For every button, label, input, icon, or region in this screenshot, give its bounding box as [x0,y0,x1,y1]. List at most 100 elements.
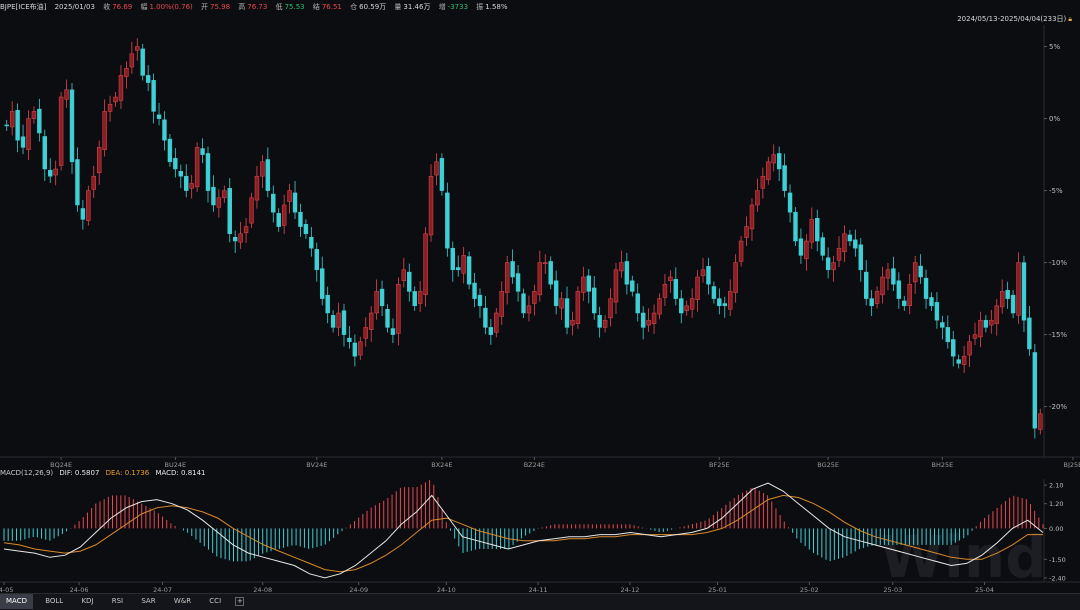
candle-body [341,310,347,335]
candle-body [858,244,863,271]
date-range-selector[interactable]: 2024/05/13-2025/04/04(233日) 🔒︎ [957,14,1072,24]
y-tick-label: -20% [1049,403,1067,411]
candle-body [684,305,689,311]
macd-y-tick-label: 0.00 [1049,525,1063,533]
candle-body [303,224,309,235]
low-label: 低 [275,3,283,11]
tab-kdj[interactable]: KDJ [81,597,94,605]
tab-cci[interactable]: CCI [209,597,222,605]
tab-rsi[interactable]: RSI [111,597,124,605]
candle-body [738,240,744,262]
amplitude-value: 1.58% [485,3,508,11]
macd-y-tick-label: 2.10 [1049,482,1063,490]
close-label: 收 [103,3,111,11]
tab-macd[interactable]: MACD [0,594,33,609]
candle-body [4,124,9,127]
candle-body [630,280,635,292]
candle-body [929,297,934,307]
candle-body [978,319,983,338]
candle-body [260,161,265,177]
macd-chart[interactable]: Wind2.101.200.00-1.50-2.4024-0524-0624-0… [0,479,1080,593]
tab-boll[interactable]: BOLL [45,597,64,605]
candle-body [717,298,722,307]
candle-body [662,283,668,298]
candle-body [782,165,787,191]
candle-body [711,286,717,299]
candle-body [140,48,145,76]
candle-body [102,111,107,150]
candle-body [407,271,412,292]
candle-body [842,233,847,252]
oi-value: 60.59万 [359,3,387,11]
candle-body [439,158,445,191]
candle-body [836,247,842,261]
candle-body [320,268,325,299]
macd-y-tick-label: -2.40 [1049,574,1066,582]
candle-body [874,291,880,304]
candle-body [548,261,553,285]
y-tick-label: 0% [1049,115,1060,123]
indicator-tabs: MACD BOLL KDJ RSI SAR W&R CCI + [0,593,1080,610]
candle-body [31,111,37,119]
candle-body [347,337,352,343]
contract-label: BZ24E [524,461,545,468]
candle-body [559,298,564,309]
candle-body [189,183,194,189]
lock-icon[interactable]: 🔒︎ [1068,15,1072,23]
candle-body [173,158,178,170]
candle-body [891,268,896,285]
candle-body [58,96,64,166]
month-label: 25-04 [975,586,994,593]
candle-body [96,147,102,173]
add-indicator-button[interactable]: + [235,596,245,606]
candle-body [488,327,494,335]
candle-body [363,327,368,339]
macd-info-bar: MACD(12,26,9) DIF: 0.5807 DEA: 0.1736 MA… [0,467,1080,479]
candle-body [483,307,488,328]
candle-body [602,319,608,328]
candle-body [390,328,396,335]
candle-body [755,190,760,206]
candle-body [885,269,891,279]
candle-body [825,257,831,271]
candle-body [265,159,271,191]
candle-body [608,298,613,319]
contract-label: BV24E [306,461,327,468]
candle-body [352,342,358,357]
contract-label: BQ24E [50,461,72,468]
settle-label: 结 [312,3,320,11]
candle-body [178,171,184,177]
candle-body [510,261,515,278]
tab-sar[interactable]: SAR [141,597,156,605]
candle-body [679,298,684,314]
candle-body [145,75,151,83]
contract-label: BU24E [165,461,187,468]
candle-body [543,262,548,265]
candle-body [999,291,1005,308]
candle-body [592,287,597,314]
candle-body [287,190,292,202]
candle-body [156,114,162,119]
month-label: 24-08 [253,586,272,593]
candle-body [107,103,113,112]
candle-body [227,188,232,235]
candle-body [749,204,755,230]
candle-body [564,298,570,328]
candle-body [853,239,858,249]
month-label: 24-11 [529,586,548,593]
y-tick-label: -15% [1049,331,1067,339]
macd-y-tick-label: -1.50 [1049,556,1066,564]
candle-body [461,255,466,274]
candle-body [37,108,42,134]
candle-body [635,293,640,314]
candle-body [521,293,526,314]
candle-body [956,359,961,364]
candle-body [472,282,477,299]
candlestick-chart[interactable]: 5% 0% -5% -10% -15% -20% BQ24E BU24E BV24E BX24E B… [0,25,1080,468]
candle-body [983,319,989,328]
open-value: 75.98 [210,3,231,11]
candle-body [325,294,330,314]
candle-body [515,273,521,292]
tab-wr[interactable]: W&R [173,597,192,605]
candle-body [271,193,276,213]
